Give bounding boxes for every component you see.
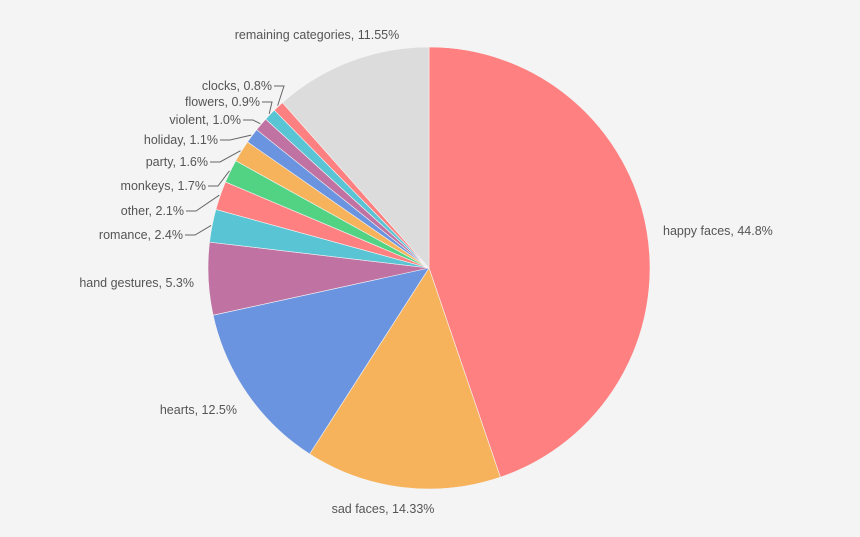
slice-hearts [212, 267, 430, 455]
leader-line [262, 101, 273, 115]
label-clocks: clocks, 0.8% [202, 79, 272, 93]
leader-line [220, 134, 252, 141]
label-holiday: holiday, 1.1% [144, 133, 218, 147]
slice-happy-faces [428, 46, 651, 478]
label-romance: romance, 2.4% [99, 228, 183, 242]
label-other: other, 2.1% [121, 204, 184, 218]
leader-line [243, 119, 261, 125]
label-violent: violent, 1.0% [169, 113, 241, 127]
label-sad-faces: sad faces, 14.33% [332, 502, 435, 516]
label-party: party, 1.6% [146, 155, 208, 169]
leader-line [274, 85, 285, 106]
slice-remaining-categories [282, 46, 430, 269]
leader-line [210, 150, 241, 163]
leader-line [208, 170, 230, 187]
label-hand-gestures: hand gestures, 5.3% [79, 276, 194, 290]
label-happy-faces: happy faces, 44.8% [663, 224, 773, 238]
label-hearts: hearts, 12.5% [160, 403, 237, 417]
slice-sad-faces [309, 267, 501, 490]
label-remaining-categories: remaining categories, 11.55% [235, 28, 399, 42]
label-flowers: flowers, 0.9% [185, 95, 260, 109]
leader-line [186, 194, 220, 212]
leader-line [185, 225, 212, 236]
label-monkeys: monkeys, 1.7% [121, 179, 206, 193]
